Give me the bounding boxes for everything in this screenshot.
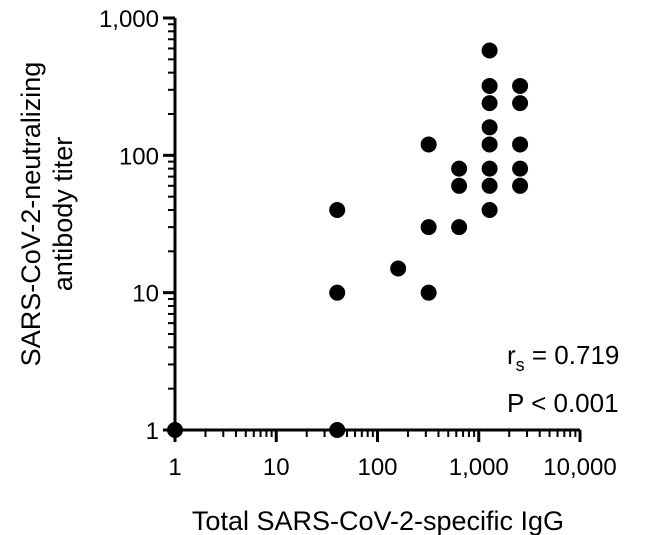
data-point <box>481 95 498 112</box>
x-tick-label: 1 <box>168 454 181 481</box>
y-axis-title: SARS-CoV-2-neutralizing antibody titer <box>16 62 78 367</box>
y-axis-title-line1: SARS-CoV-2-neutralizing <box>16 62 46 367</box>
x-tick-label: 10,000 <box>543 454 616 481</box>
data-point <box>451 177 468 194</box>
data-point <box>481 119 498 136</box>
data-point <box>512 95 529 112</box>
data-point <box>481 42 498 59</box>
x-tick-label: 1,000 <box>449 454 509 481</box>
data-point <box>390 260 407 277</box>
y-axis-title-line2: antibody titer <box>48 137 78 292</box>
data-point <box>329 201 346 218</box>
data-point <box>420 136 437 153</box>
data-point <box>512 136 529 153</box>
p-value-text: P < 0.001 <box>507 388 619 418</box>
x-tick-label: 100 <box>357 454 397 481</box>
data-point <box>451 160 468 177</box>
data-point <box>420 219 437 236</box>
data-point <box>512 77 529 94</box>
x-tick-label: 10 <box>263 454 290 481</box>
data-point <box>481 160 498 177</box>
rs-text: rs = 0.719 <box>507 340 619 375</box>
y-tick-label: 100 <box>119 143 159 170</box>
data-point <box>451 219 468 236</box>
y-tick-label: 1 <box>146 418 159 445</box>
data-point <box>512 160 529 177</box>
data-point <box>329 422 346 438</box>
data-point <box>420 284 437 301</box>
ticks <box>163 16 582 442</box>
data-point <box>329 284 346 301</box>
rs-label: r <box>507 340 516 370</box>
data-points <box>167 42 529 438</box>
data-point <box>481 201 498 218</box>
data-point <box>167 422 183 438</box>
y-tick-label: 10 <box>132 281 159 308</box>
data-point <box>481 77 498 94</box>
tick-labels: 1 10 100 1,000 10,000 1 10 100 1,000 <box>99 6 617 481</box>
data-point <box>481 136 498 153</box>
data-point <box>512 177 529 194</box>
rs-value: = 0.719 <box>525 340 620 370</box>
rs-subscript: s <box>516 355 525 375</box>
data-point <box>481 177 498 194</box>
correlation-annotation: rs = 0.719 P < 0.001 <box>507 340 619 418</box>
y-tick-label: 1,000 <box>99 6 159 33</box>
x-axis-title: Total SARS-CoV-2-specific IgG <box>192 506 564 535</box>
